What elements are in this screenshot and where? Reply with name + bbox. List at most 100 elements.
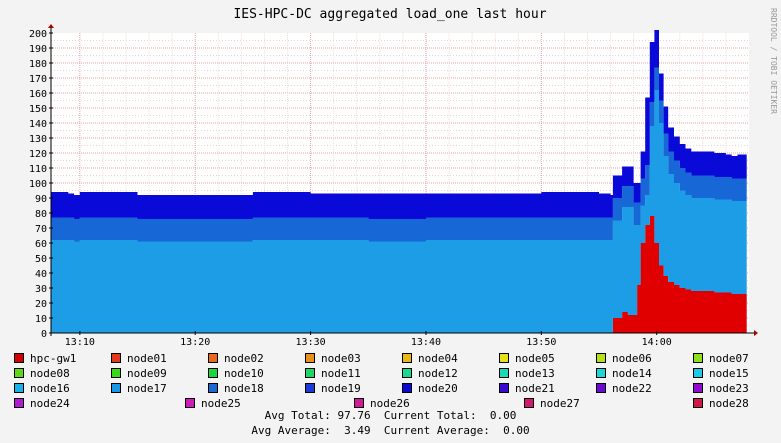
legend-label: node01	[127, 352, 167, 365]
legend-row: hpc-gw1 node01 node02 node03 node04 node05 nod…	[14, 352, 774, 367]
legend-label: node19	[321, 382, 361, 395]
legend-label: node07	[709, 352, 749, 365]
series-area-hpc-gw1	[51, 216, 747, 333]
y-tick-label: 180	[29, 59, 47, 70]
legend-item: node05	[499, 352, 555, 365]
y-tick-label: 150	[29, 104, 47, 115]
legend-item: node12	[402, 367, 458, 380]
y-tick-label: 160	[29, 89, 47, 100]
legend-swatch	[14, 353, 24, 363]
series-area-node18	[51, 67, 747, 242]
y-tick-label: 0	[41, 329, 47, 340]
x-tick-label: 14:00	[642, 337, 672, 348]
y-tick-label: 60	[35, 239, 47, 250]
legend-label: node17	[127, 382, 167, 395]
x-axis-arrow	[754, 330, 758, 336]
legend-swatch	[208, 353, 218, 363]
y-tick-label: 20	[35, 299, 47, 310]
legend-swatch	[14, 398, 24, 408]
legend-item: node18	[208, 382, 264, 395]
legend-swatch	[524, 398, 534, 408]
legend-label: node28	[709, 397, 749, 410]
y-tick-label: 170	[29, 74, 47, 85]
legend-swatch	[185, 398, 195, 408]
legend-item: node01	[111, 352, 167, 365]
rrdtool-credit: RRDTOOL / TOBI OETIKER	[769, 8, 778, 114]
legend-item: node14	[596, 367, 652, 380]
y-tick-label: 100	[29, 179, 47, 190]
legend-item: node06	[596, 352, 652, 365]
y-tick-label: 110	[29, 164, 47, 175]
legend-label: node09	[127, 367, 167, 380]
legend-label: node25	[201, 397, 241, 410]
legend-swatch	[402, 368, 412, 378]
y-tick-label: 80	[35, 209, 47, 220]
legend-item: hpc-gw1	[14, 352, 76, 365]
legend-item: node13	[499, 367, 555, 380]
legend-row: node24 node25 node26 node27 node28	[14, 397, 774, 412]
legend-swatch	[596, 368, 606, 378]
legend-label: node22	[612, 382, 652, 395]
legend-item: node08	[14, 367, 70, 380]
x-tick-label: 13:50	[526, 337, 556, 348]
legend-label: node08	[30, 367, 70, 380]
legend-item: node27	[524, 397, 580, 410]
y-tick-label: 190	[29, 44, 47, 55]
legend-swatch	[499, 353, 509, 363]
legend-item: node10	[208, 367, 264, 380]
legend-item: node25	[185, 397, 241, 410]
legend-swatch	[14, 368, 24, 378]
y-tick-label: 40	[35, 269, 47, 280]
legend-label: node23	[709, 382, 749, 395]
legend-item: node28	[693, 397, 749, 410]
legend-item: node09	[111, 367, 167, 380]
legend-swatch	[208, 383, 218, 393]
y-tick-label: 10	[35, 314, 47, 325]
series-area-node17	[51, 90, 747, 333]
legend-label: node11	[321, 367, 361, 380]
legend-item: node23	[693, 382, 749, 395]
legend-swatch	[402, 383, 412, 393]
legend-swatch	[354, 398, 364, 408]
summary: Avg Total: 97.76 Current Total: 0.00 Avg…	[0, 408, 781, 438]
legend-label: node03	[321, 352, 361, 365]
legend-item: node04	[402, 352, 458, 365]
legend-swatch	[499, 368, 509, 378]
legend-swatch	[111, 383, 121, 393]
legend-item: node22	[596, 382, 652, 395]
legend-item: node26	[354, 397, 410, 410]
y-axis-arrow	[48, 24, 54, 28]
x-tick-label: 13:30	[296, 337, 326, 348]
legend: hpc-gw1 node01 node02 node03 node04 node05 nod…	[14, 352, 774, 412]
legend-swatch	[111, 353, 121, 363]
y-tick-label: 70	[35, 224, 47, 235]
y-tick-label: 130	[29, 134, 47, 145]
legend-item: node11	[305, 367, 361, 380]
legend-label: node04	[418, 352, 458, 365]
legend-item: node03	[305, 352, 361, 365]
legend-label: node16	[30, 382, 70, 395]
legend-item: node19	[305, 382, 361, 395]
legend-item: node07	[693, 352, 749, 365]
legend-label: node05	[515, 352, 555, 365]
series-areas	[51, 30, 747, 333]
legend-item: node02	[208, 352, 264, 365]
y-tick-label: 140	[29, 119, 47, 130]
y-tick-label: 90	[35, 194, 47, 205]
legend-label: node13	[515, 367, 555, 380]
x-tick-label: 13:20	[180, 337, 210, 348]
legend-label: node02	[224, 352, 264, 365]
x-tick-label: 13:40	[411, 337, 441, 348]
legend-swatch	[499, 383, 509, 393]
legend-item: node17	[111, 382, 167, 395]
legend-swatch	[596, 353, 606, 363]
legend-label: node27	[540, 397, 580, 410]
legend-item: node20	[402, 382, 458, 395]
chart-title: IES-HPC-DC aggregated load_one last hour	[233, 7, 546, 22]
legend-swatch	[693, 383, 703, 393]
summary-line-average: Avg Average: 3.49 Current Average: 0.00	[251, 424, 530, 437]
legend-swatch	[693, 368, 703, 378]
legend-swatch	[693, 353, 703, 363]
legend-label: node20	[418, 382, 458, 395]
